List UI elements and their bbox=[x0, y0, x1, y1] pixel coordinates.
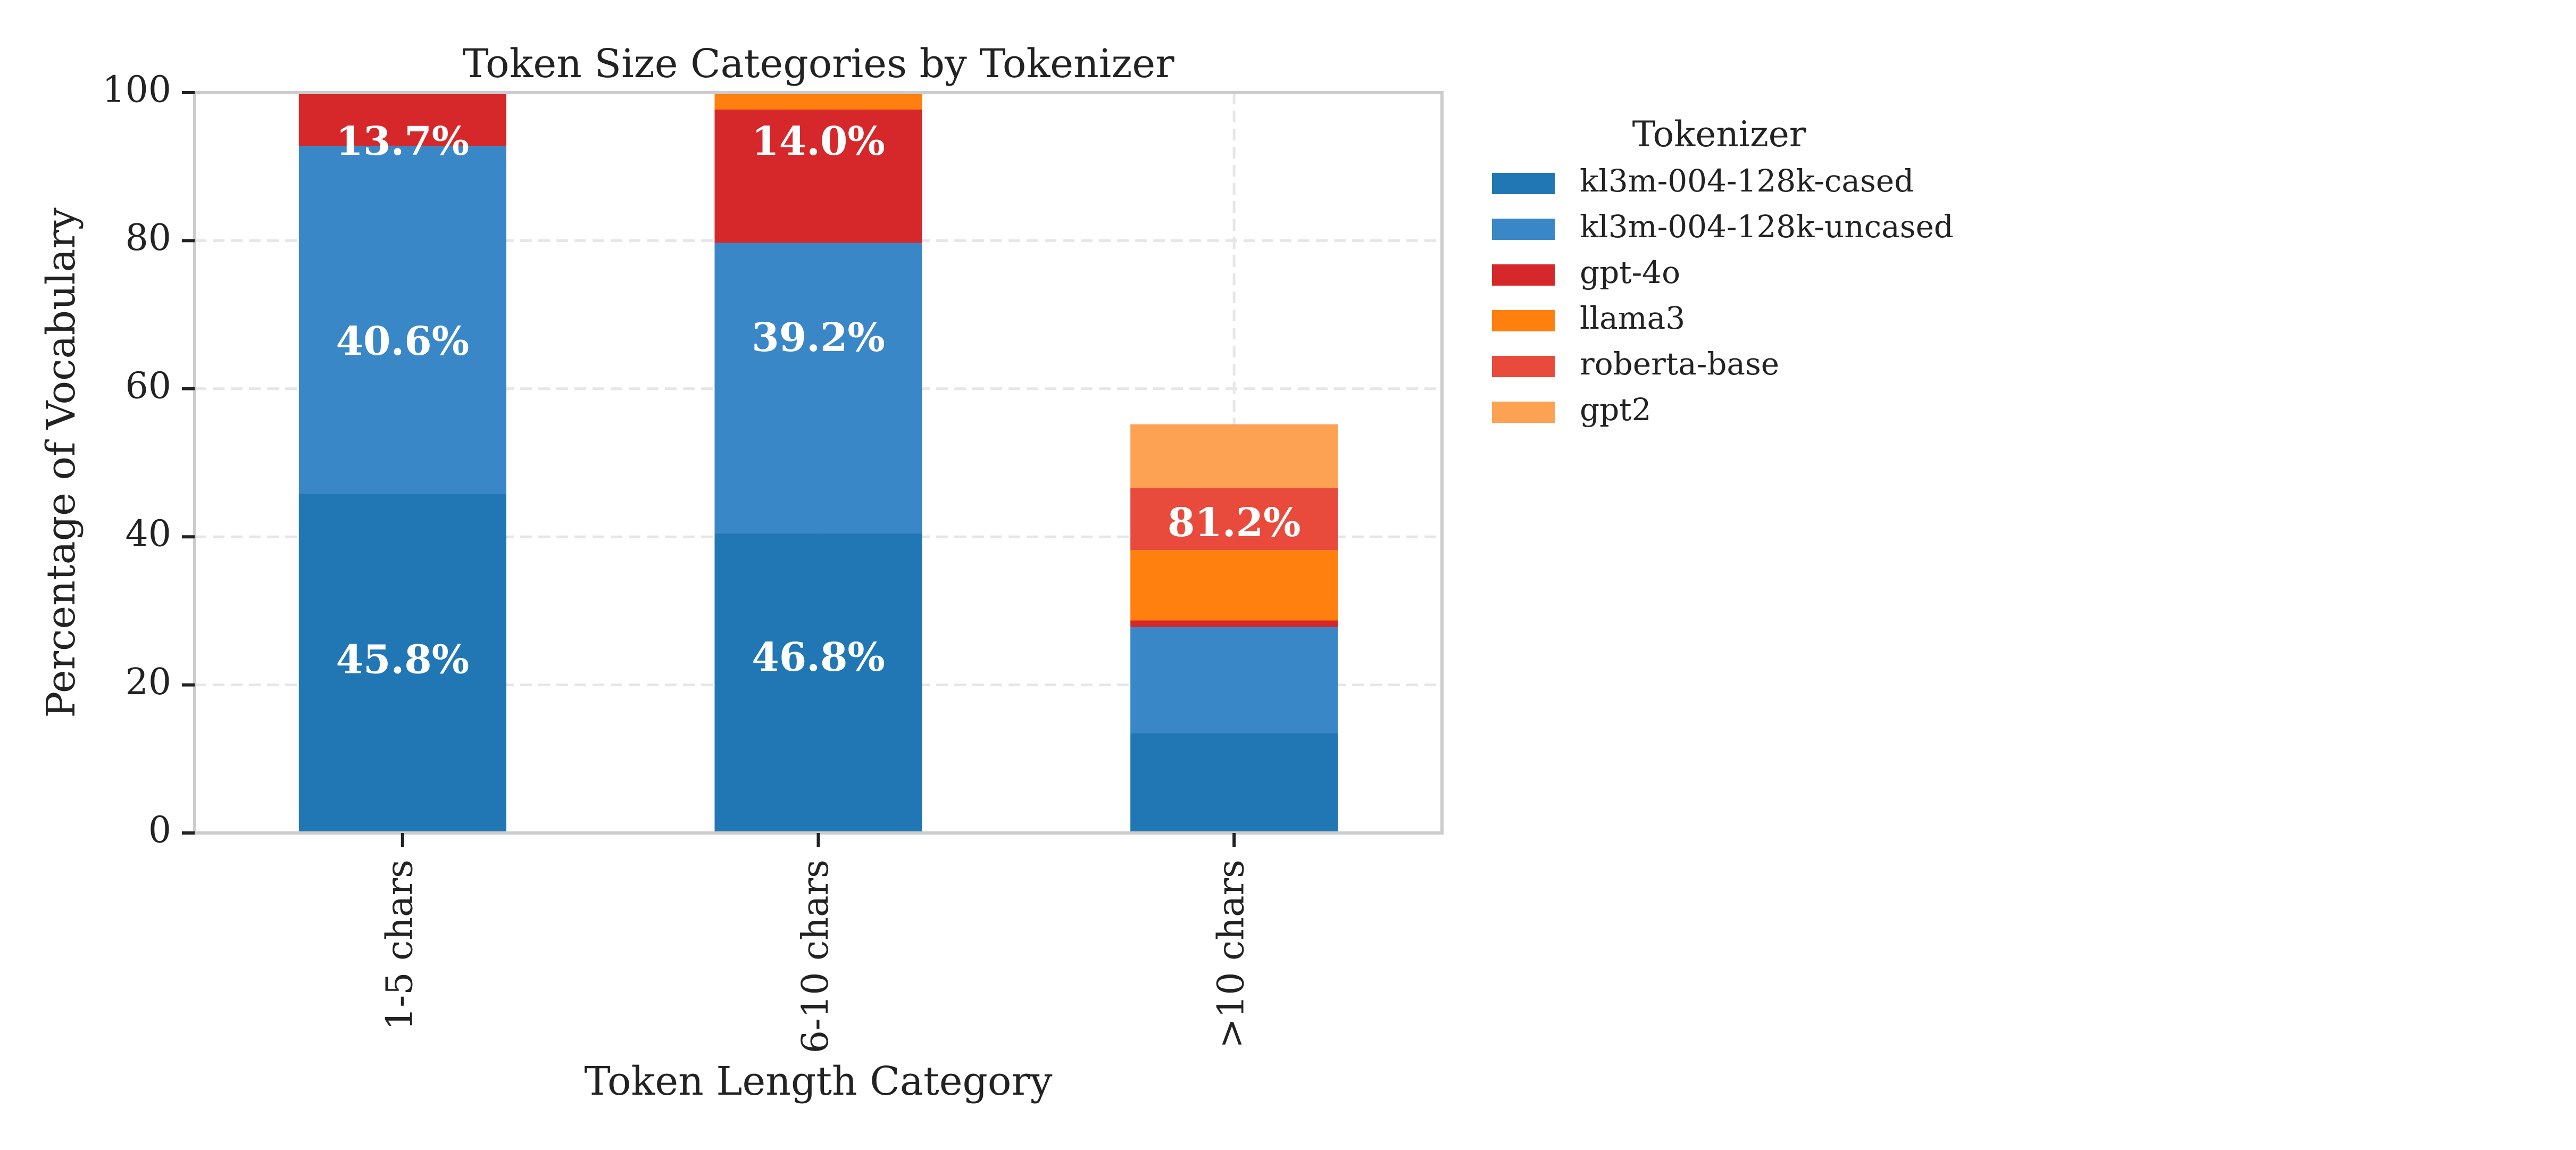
bar-gpt2-10-chars bbox=[1130, 424, 1338, 488]
x-tick-label-1-5-chars: 1-5 chars bbox=[379, 860, 421, 1030]
legend-swatch-roberta-base bbox=[1492, 356, 1555, 377]
legend-swatch-kl3m-004-128k-cased bbox=[1492, 173, 1555, 194]
y-axis-title: Percentage of Vocabulary bbox=[38, 207, 84, 718]
legend-swatch-kl3m-004-128k-uncased bbox=[1492, 219, 1555, 240]
y-tick-label-60: 60 bbox=[125, 365, 171, 407]
y-tick-label-20: 20 bbox=[125, 661, 171, 703]
y-axis: 0 20 40 60 80 100 bbox=[102, 69, 195, 852]
chart-title: Token Size Categories by Tokenizer bbox=[462, 41, 1174, 87]
x-axis: 1-5 chars 6-10 chars >10 chars bbox=[379, 833, 1253, 1053]
legend-label-gpt2: gpt2 bbox=[1580, 391, 1651, 428]
data-labels: 45.8% 40.6% 13.7% 46.8% 39.2% 14.0% 81.2% bbox=[336, 119, 1301, 682]
y-tick-label-40: 40 bbox=[125, 513, 171, 555]
x-tick-label-6-10-chars: 6-10 chars bbox=[795, 860, 837, 1053]
legend-swatch-gpt2 bbox=[1492, 402, 1555, 423]
bars bbox=[298, 93, 1338, 833]
data-label-6: 81.2% bbox=[1168, 500, 1301, 546]
bar-kl3m-004-128k-uncased-1-5-chars bbox=[298, 146, 506, 494]
bar-kl3m-004-128k-cased-6-10-chars bbox=[714, 533, 922, 833]
bar-llama3-6-10-chars bbox=[714, 93, 922, 110]
bar-kl3m-004-128k-uncased-6-10-chars bbox=[714, 243, 922, 534]
y-tick-label-100: 100 bbox=[102, 69, 171, 111]
bar-llama3-10-chars bbox=[1130, 550, 1338, 621]
data-label-5: 14.0% bbox=[752, 119, 885, 164]
y-tick-label-0: 0 bbox=[148, 810, 171, 852]
legend-label-kl3m-004-128k-uncased: kl3m-004-128k-uncased bbox=[1580, 209, 1954, 245]
legend-swatch-gpt-4o bbox=[1492, 264, 1555, 286]
bar-roberta-base-10-chars bbox=[1130, 488, 1338, 551]
data-label-3: 46.8% bbox=[752, 635, 885, 680]
bar-kl3m-004-128k-uncased-10-chars bbox=[1130, 627, 1338, 734]
x-axis-title: Token Length Category bbox=[584, 1059, 1052, 1104]
data-label-4: 39.2% bbox=[752, 315, 885, 361]
bar-gpt-4o-10-chars bbox=[1130, 620, 1338, 628]
bar-kl3m-004-128k-cased-10-chars bbox=[1130, 733, 1338, 833]
bar-kl3m-004-128k-cased-1-5-chars bbox=[298, 494, 506, 833]
y-tick-label-80: 80 bbox=[125, 217, 171, 259]
data-label-0: 45.8% bbox=[336, 637, 470, 682]
legend-label-kl3m-004-128k-cased: kl3m-004-128k-cased bbox=[1580, 163, 1914, 199]
data-label-2: 13.7% bbox=[336, 119, 470, 164]
legend-label-gpt-4o: gpt-4o bbox=[1580, 254, 1680, 290]
legend-title: Tokenizer bbox=[1632, 114, 1806, 155]
legend: Tokenizer kl3m-004-128k-cased kl3m-004-12… bbox=[1492, 114, 1954, 428]
legend-label-roberta-base: roberta-base bbox=[1580, 346, 1779, 382]
bar-gpt-4o-1-5-chars bbox=[298, 93, 506, 146]
data-label-1: 40.6% bbox=[336, 319, 470, 364]
x-tick-label-10-chars: >10 chars bbox=[1211, 860, 1253, 1048]
legend-swatch-llama3 bbox=[1492, 310, 1555, 331]
bar-gpt-4o-6-10-chars bbox=[714, 110, 922, 243]
legend-label-llama3: llama3 bbox=[1580, 300, 1685, 336]
